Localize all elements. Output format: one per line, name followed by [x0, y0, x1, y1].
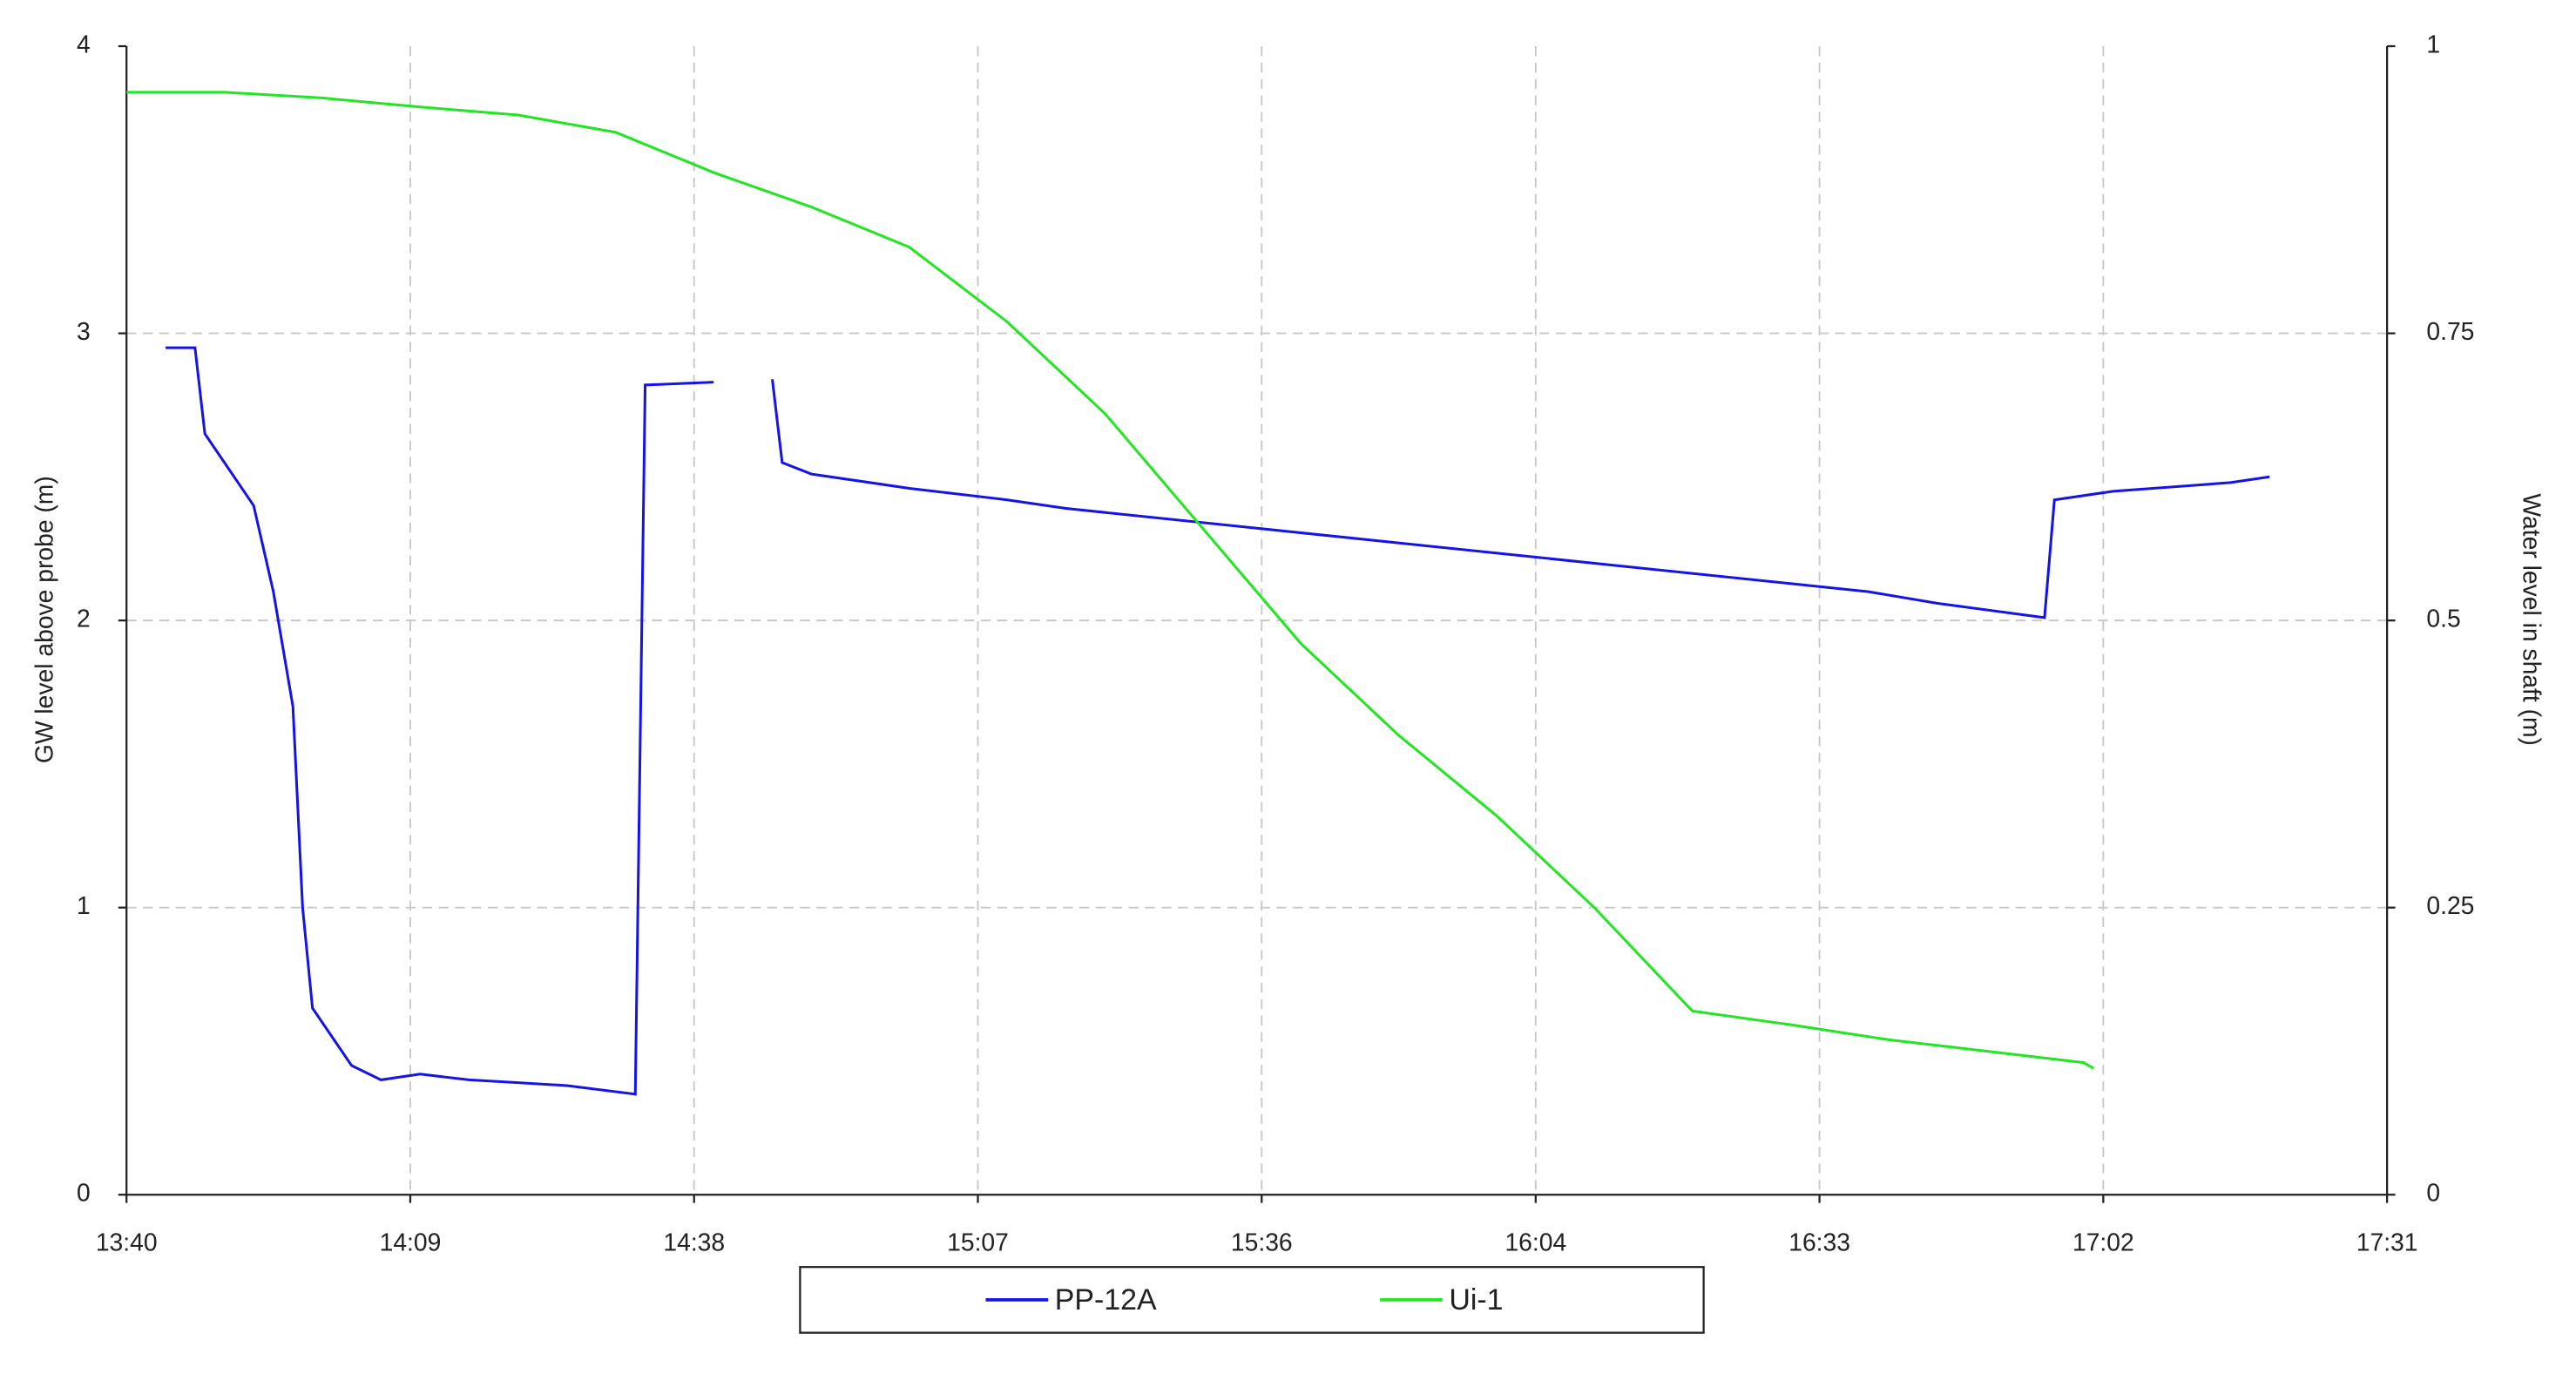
y2-tick-label: 0.75	[2426, 317, 2474, 345]
y2-tick-label: 0	[2426, 1179, 2440, 1207]
y-tick-label: 0	[77, 1179, 91, 1207]
x-tick-label: 16:33	[1788, 1228, 1850, 1256]
x-tick-label: 16:04	[1504, 1228, 1566, 1256]
y-axis-label: GW level above probe (m)	[30, 476, 57, 763]
legend-box	[799, 1266, 1705, 1334]
y-tick-label: 2	[77, 605, 91, 633]
y2-tick-label: 0.5	[2426, 605, 2460, 633]
x-tick-label: 17:31	[2356, 1228, 2418, 1256]
x-tick-label: 13:40	[96, 1228, 158, 1256]
x-tick-label: 15:07	[947, 1228, 1009, 1256]
y-tick-label: 3	[77, 317, 91, 345]
series-line	[166, 346, 2270, 1096]
y2-axis-label: Water level in shaft (m)	[2519, 493, 2546, 746]
series-line	[126, 91, 2094, 1070]
x-tick-label: 15:36	[1231, 1228, 1293, 1256]
x-tick-label: 14:09	[380, 1228, 442, 1256]
y-tick-label: 1	[77, 891, 91, 919]
y2-tick-label: 1	[2426, 30, 2440, 58]
legend-label: PP-12A	[1055, 1283, 1157, 1316]
legend-label: Ui-1	[1449, 1283, 1503, 1316]
x-tick-label: 17:02	[2072, 1228, 2134, 1256]
y-tick-label: 4	[77, 30, 91, 58]
x-tick-label: 14:38	[663, 1228, 725, 1256]
y2-tick-label: 0.25	[2426, 891, 2474, 919]
